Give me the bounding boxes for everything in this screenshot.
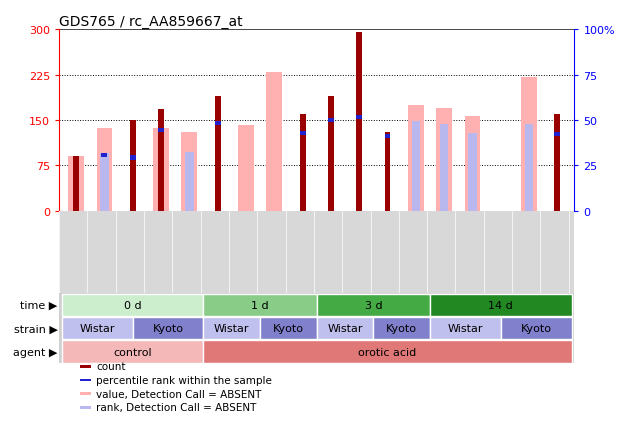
Bar: [215, 97, 220, 211]
Text: 14 d: 14 d: [489, 300, 513, 310]
Bar: [204, 317, 260, 340]
Text: Kyoto: Kyoto: [520, 323, 551, 333]
Bar: [130, 121, 135, 211]
Text: GDS765 / rc_AA859667_at: GDS765 / rc_AA859667_at: [59, 15, 243, 30]
Text: Kyoto: Kyoto: [273, 323, 304, 333]
Bar: [384, 133, 391, 211]
Bar: [215, 122, 220, 126]
Bar: [356, 33, 362, 211]
Text: 1 d: 1 d: [252, 300, 269, 310]
Bar: [299, 115, 306, 211]
Bar: [266, 72, 282, 211]
Bar: [525, 125, 533, 211]
Text: value, Detection Call = ABSENT: value, Detection Call = ABSENT: [96, 389, 261, 399]
Bar: [158, 110, 164, 211]
Bar: [79, 379, 91, 381]
Bar: [204, 294, 317, 316]
Bar: [100, 154, 109, 211]
Bar: [412, 122, 420, 211]
Bar: [62, 341, 204, 363]
Bar: [68, 157, 84, 211]
Bar: [185, 153, 194, 211]
Text: agent ▶: agent ▶: [13, 347, 58, 357]
Bar: [440, 125, 448, 211]
Bar: [328, 97, 334, 211]
Bar: [204, 341, 571, 363]
Bar: [521, 77, 537, 211]
Bar: [437, 108, 452, 211]
Bar: [555, 115, 560, 211]
Bar: [79, 365, 91, 368]
Text: time ▶: time ▶: [20, 300, 58, 310]
Bar: [384, 135, 391, 139]
Text: rank, Detection Call = ABSENT: rank, Detection Call = ABSENT: [96, 402, 256, 412]
Text: percentile rank within the sample: percentile rank within the sample: [96, 375, 272, 385]
Bar: [238, 125, 254, 211]
Bar: [555, 132, 560, 137]
Text: Wistar: Wistar: [214, 323, 250, 333]
Bar: [430, 294, 571, 316]
Text: Wistar: Wistar: [448, 323, 483, 333]
Text: Wistar: Wistar: [79, 323, 115, 333]
Bar: [468, 134, 477, 211]
Bar: [62, 317, 133, 340]
Bar: [465, 116, 480, 211]
Text: 3 d: 3 d: [365, 300, 382, 310]
Bar: [260, 317, 317, 340]
Text: 0 d: 0 d: [124, 300, 142, 310]
Bar: [62, 294, 204, 316]
Bar: [299, 132, 306, 136]
Bar: [79, 406, 91, 409]
Bar: [153, 128, 169, 211]
Bar: [158, 129, 164, 133]
Bar: [101, 154, 107, 158]
Bar: [430, 317, 501, 340]
Text: Kyoto: Kyoto: [386, 323, 417, 333]
Bar: [73, 157, 79, 211]
Bar: [96, 128, 112, 211]
Bar: [79, 392, 91, 395]
Text: strain ▶: strain ▶: [14, 323, 58, 333]
Text: Kyoto: Kyoto: [153, 323, 184, 333]
Text: Wistar: Wistar: [327, 323, 363, 333]
Bar: [317, 317, 373, 340]
Bar: [328, 118, 334, 123]
Text: orotic acid: orotic acid: [358, 347, 417, 357]
Bar: [133, 317, 204, 340]
Bar: [356, 115, 362, 120]
Bar: [408, 105, 424, 211]
Bar: [130, 156, 135, 160]
Bar: [317, 294, 430, 316]
Bar: [181, 133, 197, 211]
Text: count: count: [96, 362, 125, 372]
Bar: [501, 317, 571, 340]
Text: control: control: [113, 347, 152, 357]
Bar: [373, 317, 430, 340]
